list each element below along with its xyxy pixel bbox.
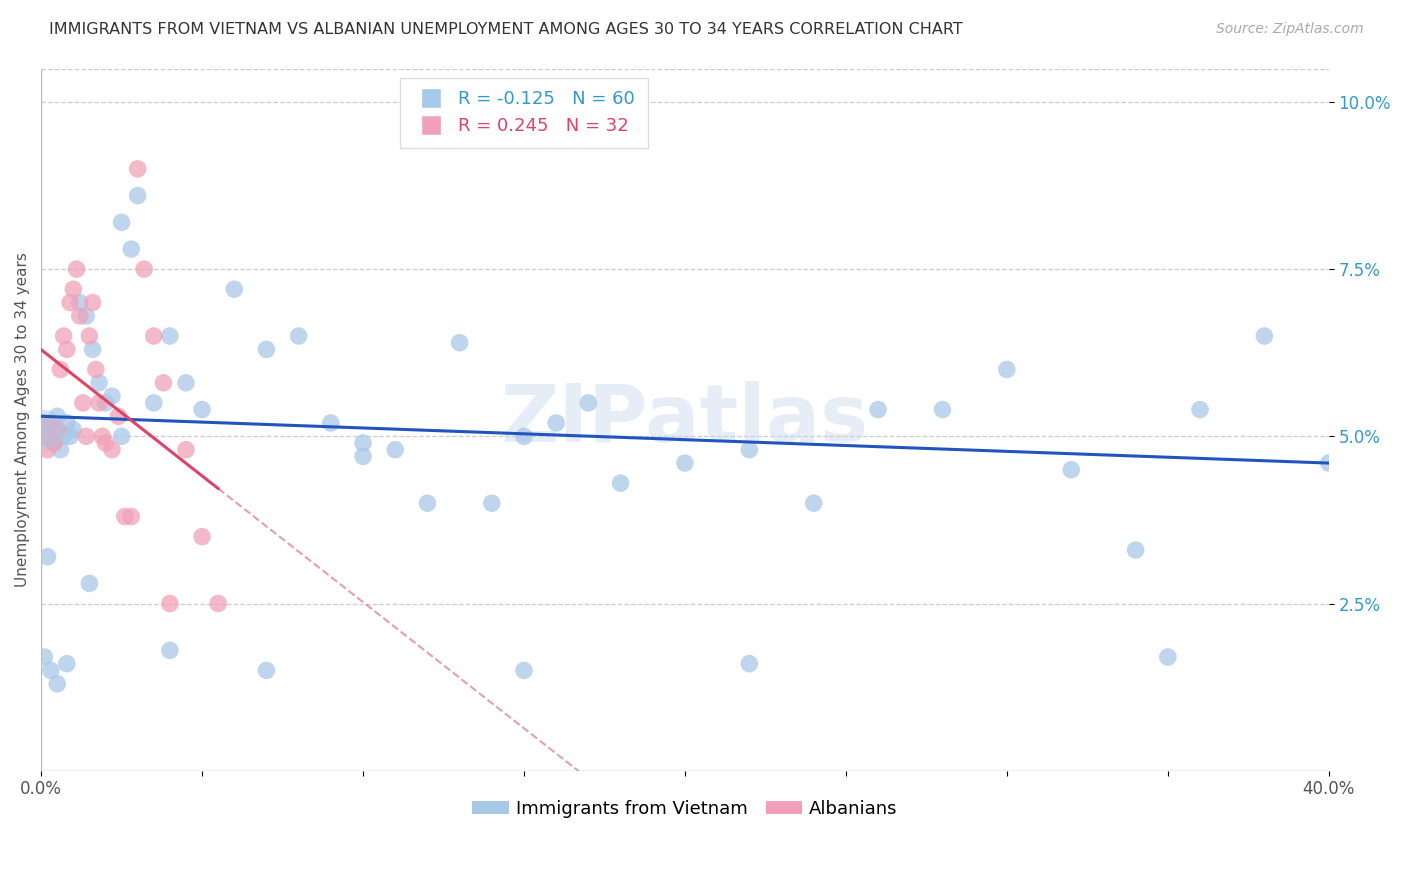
Point <box>738 657 761 671</box>
Point <box>384 442 406 457</box>
Point <box>52 329 75 343</box>
Point <box>107 409 129 424</box>
Point <box>352 436 374 450</box>
Point <box>34 429 56 443</box>
Point <box>42 436 65 450</box>
Point <box>191 402 214 417</box>
Point <box>59 429 82 443</box>
Point <box>207 597 229 611</box>
Text: ZIPatlas: ZIPatlas <box>501 381 869 458</box>
Point <box>59 295 82 310</box>
Point <box>79 329 101 343</box>
Point <box>39 416 62 430</box>
Point <box>62 282 84 296</box>
Point <box>46 423 69 437</box>
Point <box>287 329 309 343</box>
Point <box>34 650 56 665</box>
Point <box>69 309 91 323</box>
Point <box>82 295 104 310</box>
Point <box>1317 456 1340 470</box>
Point <box>49 362 72 376</box>
Point <box>159 329 181 343</box>
Point <box>49 442 72 457</box>
Point <box>84 362 107 376</box>
Point <box>174 442 197 457</box>
Point <box>46 409 69 424</box>
Point <box>256 664 278 678</box>
Point <box>481 496 503 510</box>
Point <box>91 429 114 443</box>
Point <box>37 442 59 457</box>
Point <box>37 549 59 564</box>
Point <box>1253 329 1275 343</box>
Point <box>87 396 110 410</box>
Point <box>101 389 124 403</box>
Point <box>576 396 599 410</box>
Point <box>69 295 91 310</box>
Y-axis label: Unemployment Among Ages 30 to 34 years: Unemployment Among Ages 30 to 34 years <box>15 252 30 587</box>
Point <box>110 215 132 229</box>
Legend: Immigrants from Vietnam, Albanians: Immigrants from Vietnam, Albanians <box>465 792 904 825</box>
Point <box>134 262 156 277</box>
Point <box>256 343 278 357</box>
Point <box>56 416 79 430</box>
Point <box>72 396 94 410</box>
Point <box>34 416 56 430</box>
Point <box>127 161 149 176</box>
Point <box>34 423 56 437</box>
Point <box>224 282 246 296</box>
Text: Source: ZipAtlas.com: Source: ZipAtlas.com <box>1216 22 1364 37</box>
Point <box>56 657 79 671</box>
Point <box>352 450 374 464</box>
Point <box>127 188 149 202</box>
Point <box>673 456 696 470</box>
Point <box>449 335 471 350</box>
Point <box>159 597 181 611</box>
Point <box>142 329 165 343</box>
Text: IMMIGRANTS FROM VIETNAM VS ALBANIAN UNEMPLOYMENT AMONG AGES 30 TO 34 YEARS CORRE: IMMIGRANTS FROM VIETNAM VS ALBANIAN UNEM… <box>49 22 963 37</box>
Point <box>75 429 97 443</box>
Point <box>931 402 953 417</box>
Point <box>120 242 142 256</box>
Point <box>1125 543 1147 558</box>
Point <box>1188 402 1211 417</box>
Point <box>37 429 59 443</box>
Point <box>159 643 181 657</box>
Point <box>513 664 536 678</box>
Point <box>152 376 174 390</box>
Point <box>868 402 890 417</box>
Point <box>319 416 342 430</box>
Point <box>995 362 1018 376</box>
Point <box>142 396 165 410</box>
Point <box>94 436 117 450</box>
Point <box>82 343 104 357</box>
Point <box>56 343 79 357</box>
Point <box>39 423 62 437</box>
Point <box>65 262 87 277</box>
Point <box>191 530 214 544</box>
Point <box>1157 650 1180 665</box>
Point <box>101 442 124 457</box>
Point <box>87 376 110 390</box>
Point <box>39 664 62 678</box>
Point <box>546 416 568 430</box>
Point <box>114 509 136 524</box>
Point <box>120 509 142 524</box>
Point <box>738 442 761 457</box>
Point <box>62 423 84 437</box>
Point <box>52 429 75 443</box>
Point <box>609 476 631 491</box>
Point <box>803 496 825 510</box>
Point <box>79 576 101 591</box>
Point <box>75 309 97 323</box>
Point <box>110 429 132 443</box>
Point <box>42 436 65 450</box>
Point <box>46 677 69 691</box>
Point <box>513 429 536 443</box>
Point <box>174 376 197 390</box>
Point <box>94 396 117 410</box>
Point <box>1060 463 1083 477</box>
Point <box>416 496 439 510</box>
